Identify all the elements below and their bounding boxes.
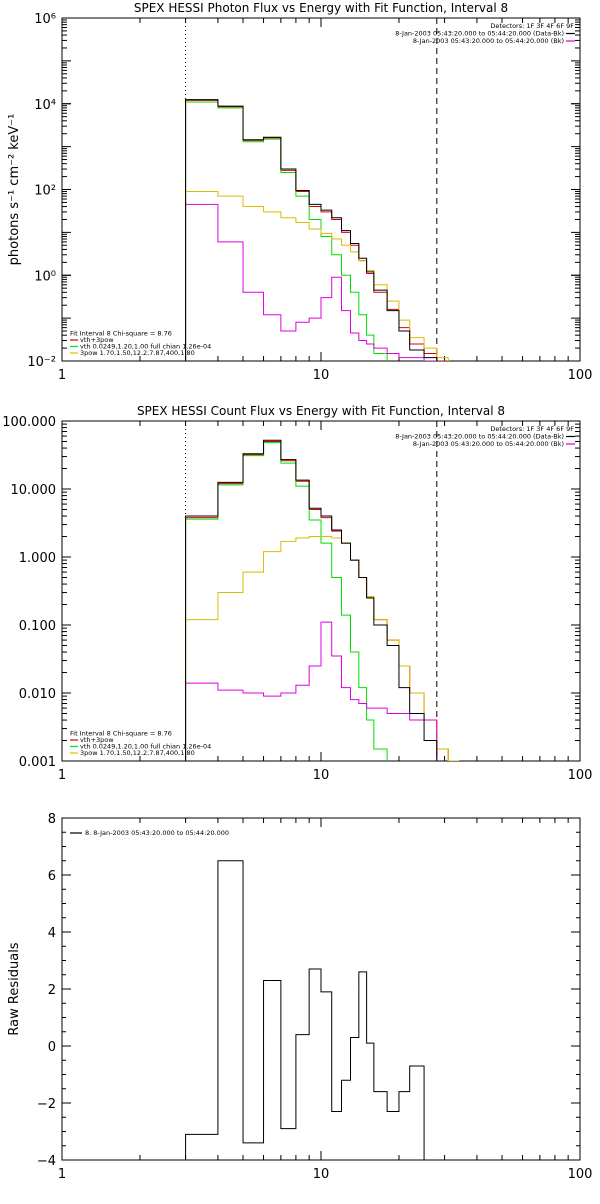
photon-title: SPEX HESSI Photon Flux vs Energy with Fi…	[134, 1, 508, 15]
photon-panel: SPEX HESSI Photon Flux vs Energy with Fi…	[7, 1, 593, 383]
resid-ytick-label: 4	[48, 926, 56, 941]
count-ytick-label: 100.000	[2, 415, 56, 430]
photon-ylabel: photons s⁻¹ cm⁻² keV⁻¹	[7, 114, 22, 266]
resid-ytick-label: 8	[48, 812, 56, 827]
photon-legend-title: Fit Interval 8 Chi-square = 8.76	[70, 330, 172, 338]
count-legend-entry: 8-Jan-2003 05:43:20.000 to 05:44:20.000 …	[395, 433, 564, 441]
count-title: SPEX HESSI Count Flux vs Energy with Fit…	[137, 404, 505, 418]
photon-ytick-label: 10⁻²	[27, 355, 56, 370]
photon-legend-entry: 8-Jan-2003 05:43:20.000 to 05:44:20.000 …	[413, 37, 564, 45]
photon-legend-entry: vth+3pow	[80, 336, 114, 344]
photon-series-1	[185, 101, 388, 361]
resid-xtick-label: 1	[58, 1167, 66, 1182]
count-ytick-label: 10.000	[11, 483, 57, 498]
count-legend-entry: vth+3pow	[80, 736, 114, 744]
photon-series-2	[185, 190, 449, 361]
count-ytick-label: 0.010	[19, 687, 56, 702]
count-series-3	[185, 621, 438, 761]
resid-legend-entry: 8. 8-Jan-2003 05:43:20.000 to 05:44:20.0…	[85, 829, 229, 837]
photon-legend-entry: Detectors: 1F 3F 4F 6F 9F	[490, 22, 574, 30]
photon-series-3	[185, 203, 438, 361]
count-series-2	[185, 536, 460, 761]
count-legend-title: Fit Interval 8 Chi-square = 8.76	[70, 730, 172, 738]
photon-ytick-label: 10²	[34, 184, 56, 199]
count-ytick-label: 0.001	[19, 755, 56, 770]
resid-series-group	[185, 860, 425, 1160]
count-xtick-label: 1	[58, 768, 66, 783]
photon-legend-entry: vth 0.0249,1.20,1.00 full chian 1.26e-04	[80, 343, 211, 351]
resid-xtick-label: 100	[568, 1167, 593, 1182]
count-frame	[61, 420, 581, 762]
resid-ytick-label: 0	[48, 1040, 56, 1055]
resid-ylabel: Raw Residuals	[7, 942, 22, 1035]
photon-legend-entry: 8-Jan-2003 05:43:20.000 to 05:44:20.000 …	[395, 30, 564, 38]
photon-legend-entry: 3pow 1.70,1.50,12.2,7.87,400,1.80	[80, 349, 195, 357]
count-series-4	[185, 439, 438, 761]
photon-ytick-label: 10⁶	[34, 12, 56, 27]
count-legend-entry: 3pow 1.70,1.50,12.2,7.87,400,1.80	[80, 749, 195, 757]
resid-series-0	[185, 860, 425, 1160]
photon-xtick-label: 100	[568, 368, 593, 383]
photon-series-0	[185, 99, 449, 361]
count-xtick-label: 100	[568, 768, 593, 783]
photon-ytick-label: 10⁰	[34, 269, 56, 284]
photon-series-4	[185, 99, 438, 361]
resid-xtick-label: 10	[313, 1167, 330, 1182]
count-series-group	[185, 439, 460, 761]
photon-xtick-label: 10	[313, 368, 330, 383]
count-xtick-label: 10	[313, 768, 330, 783]
count-legend-entry: vth 0.0249,1.20,1.00 full chian 1.26e-04	[80, 743, 211, 751]
resid-panel: Raw Residuals 1 10 100 −4 −2 0 2 4 6 8 8. 8-Jan-200…	[7, 812, 592, 1182]
count-ytick-label: 1.000	[19, 551, 56, 566]
count-panel: SPEX HESSI Count Flux vs Energy with Fit…	[2, 404, 593, 783]
resid-ytick-label: −4	[37, 1154, 56, 1169]
resid-ytick-label: 6	[48, 869, 56, 884]
count-ytick-label: 0.100	[19, 619, 56, 634]
count-legend-entry: Detectors: 1F 3F 4F 6F 9F	[490, 425, 574, 433]
photon-xtick-label: 1	[58, 368, 66, 383]
photon-series-group	[185, 99, 449, 361]
photon-ytick-label: 10⁴	[34, 98, 56, 113]
count-legend-entry: 8-Jan-2003 05:43:20.000 to 05:44:20.000 …	[413, 440, 564, 448]
count-series-0	[185, 440, 449, 761]
resid-ytick-label: −2	[37, 1097, 56, 1112]
count-series-1	[185, 442, 388, 761]
resid-ytick-label: 2	[48, 983, 56, 998]
